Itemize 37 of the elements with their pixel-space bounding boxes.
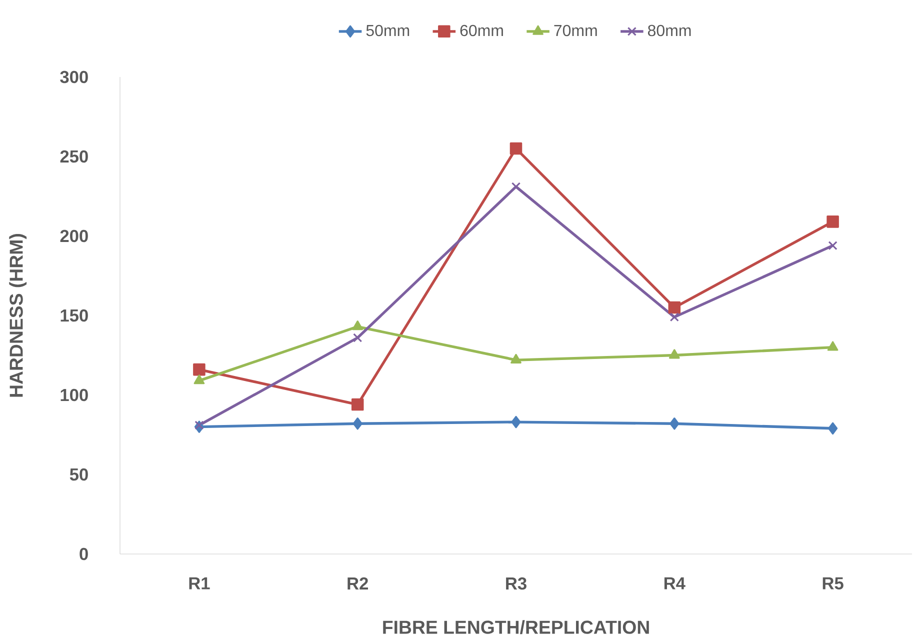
point	[510, 142, 522, 155]
x-axis-title: FIBRE LENGTH/REPLICATION	[383, 620, 649, 634]
point	[668, 349, 680, 359]
y-tick-label: 100	[60, 388, 88, 402]
legend-label: 50mm	[366, 24, 410, 36]
y-tick-label: 250	[60, 150, 88, 163]
y-tick-label: 300	[60, 70, 88, 84]
y-tick-label: 200	[60, 230, 88, 242]
x-tick-label: R3	[506, 577, 526, 590]
point	[668, 301, 681, 314]
point	[352, 320, 364, 330]
legend-label: 60mm	[460, 24, 503, 36]
point	[194, 420, 204, 430]
point	[827, 341, 838, 351]
x-tick-label: R4	[664, 577, 686, 590]
legend-label: 80mm	[648, 24, 691, 36]
point	[352, 417, 362, 430]
y-tick-label: 50	[70, 468, 88, 481]
point	[353, 333, 362, 342]
point	[511, 416, 521, 428]
point	[828, 422, 838, 435]
point	[194, 374, 205, 384]
x-tick-label: R1	[189, 577, 210, 590]
point	[193, 363, 206, 376]
x-tick-label: R2	[348, 577, 368, 590]
point	[511, 182, 521, 192]
point	[351, 398, 364, 411]
point	[826, 216, 839, 228]
point	[670, 417, 680, 430]
point	[670, 312, 679, 322]
y-tick-label: 150	[60, 309, 88, 322]
point	[828, 240, 838, 250]
legend-label: 70mm	[554, 24, 597, 36]
point	[510, 354, 522, 364]
y-tick-label: 0	[80, 548, 88, 560]
x-tick-label: R5	[822, 577, 844, 590]
y-axis-title: HARDNESS (HRM)	[9, 234, 27, 397]
